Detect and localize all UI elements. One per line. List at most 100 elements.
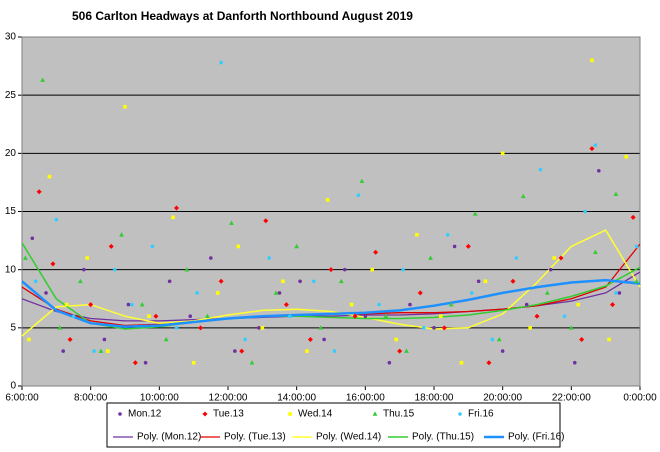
point: [106, 349, 110, 353]
point: [188, 314, 193, 319]
point: [132, 360, 138, 366]
point: [421, 326, 426, 330]
point: [404, 348, 409, 353]
point: [538, 167, 543, 172]
legend-label: Thu.15: [383, 409, 415, 420]
trendline: [21, 242, 641, 330]
point: [634, 278, 639, 284]
x-tick-label: 16:00:00: [346, 393, 385, 404]
legend-marker: [118, 412, 122, 416]
point: [342, 267, 347, 272]
point: [294, 243, 300, 249]
point: [328, 267, 334, 273]
point: [150, 244, 155, 249]
point: [219, 60, 223, 65]
point: [229, 220, 234, 225]
legend-label: Poly. (Tue.13): [224, 432, 286, 443]
point: [126, 302, 131, 307]
point: [143, 360, 148, 365]
point: [452, 244, 457, 249]
point: [195, 291, 199, 295]
point: [277, 291, 282, 295]
point: [191, 360, 196, 365]
point: [445, 232, 450, 237]
point: [249, 360, 255, 365]
point: [36, 189, 42, 195]
point: [408, 302, 412, 307]
point: [579, 336, 585, 342]
point: [61, 349, 65, 353]
point: [50, 261, 56, 267]
point: [624, 155, 629, 159]
point: [67, 336, 73, 342]
y-tick-label: 30: [5, 32, 17, 43]
point: [40, 77, 45, 82]
point: [215, 291, 220, 295]
legend-marker: [288, 412, 292, 416]
point: [415, 232, 419, 237]
legend-marker: [372, 411, 378, 416]
point: [614, 291, 618, 295]
point: [634, 244, 639, 249]
legend-label: Mon.12: [128, 409, 162, 420]
point: [88, 302, 94, 308]
x-tick-label: 6:00:00: [5, 393, 39, 404]
x-tick-label: 0:00:00: [623, 393, 657, 404]
point: [267, 256, 272, 260]
point: [356, 193, 361, 198]
point: [273, 290, 279, 295]
x-tick-label: 12:00:00: [209, 393, 248, 404]
point: [283, 302, 289, 308]
point: [469, 291, 474, 295]
legend-label: Poly. (Mon.12): [137, 432, 201, 443]
point: [167, 279, 172, 284]
point: [401, 267, 405, 272]
point: [332, 349, 337, 353]
legend-marker: [458, 412, 462, 416]
point: [27, 337, 31, 342]
point: [496, 336, 502, 342]
point: [589, 146, 595, 152]
point: [174, 205, 179, 211]
point: [47, 174, 52, 179]
legend-marker: [202, 411, 208, 417]
point: [617, 291, 622, 295]
point: [233, 349, 237, 353]
point: [92, 349, 96, 353]
point: [307, 336, 313, 342]
point: [592, 249, 598, 255]
point: [130, 302, 134, 307]
y-tick-label: 20: [5, 148, 17, 159]
point: [363, 314, 368, 319]
legend-label: Poly. (Thu.15): [412, 432, 474, 443]
point: [483, 279, 488, 284]
x-tick-label: 14:00:00: [277, 393, 316, 404]
point: [500, 349, 505, 353]
y-tick-label: 25: [5, 90, 17, 101]
point: [590, 58, 594, 63]
point: [552, 256, 556, 260]
legend-label: Poly. (Wed.14): [316, 432, 381, 443]
point: [102, 337, 107, 342]
legend-box: [106, 402, 561, 448]
point: [30, 236, 35, 241]
point: [568, 325, 574, 330]
point: [64, 302, 69, 307]
point: [243, 337, 247, 342]
point: [534, 313, 540, 319]
point: [548, 267, 553, 272]
point: [558, 255, 564, 261]
point: [562, 314, 567, 319]
point: [630, 214, 636, 220]
point: [486, 360, 492, 366]
legend-label: Fri.16: [468, 409, 494, 420]
point: [576, 302, 580, 307]
point: [23, 255, 28, 260]
y-tick-label: 15: [5, 206, 17, 217]
point: [593, 143, 598, 147]
point: [394, 337, 399, 342]
point: [281, 279, 285, 284]
point: [448, 301, 454, 307]
point: [218, 278, 224, 284]
